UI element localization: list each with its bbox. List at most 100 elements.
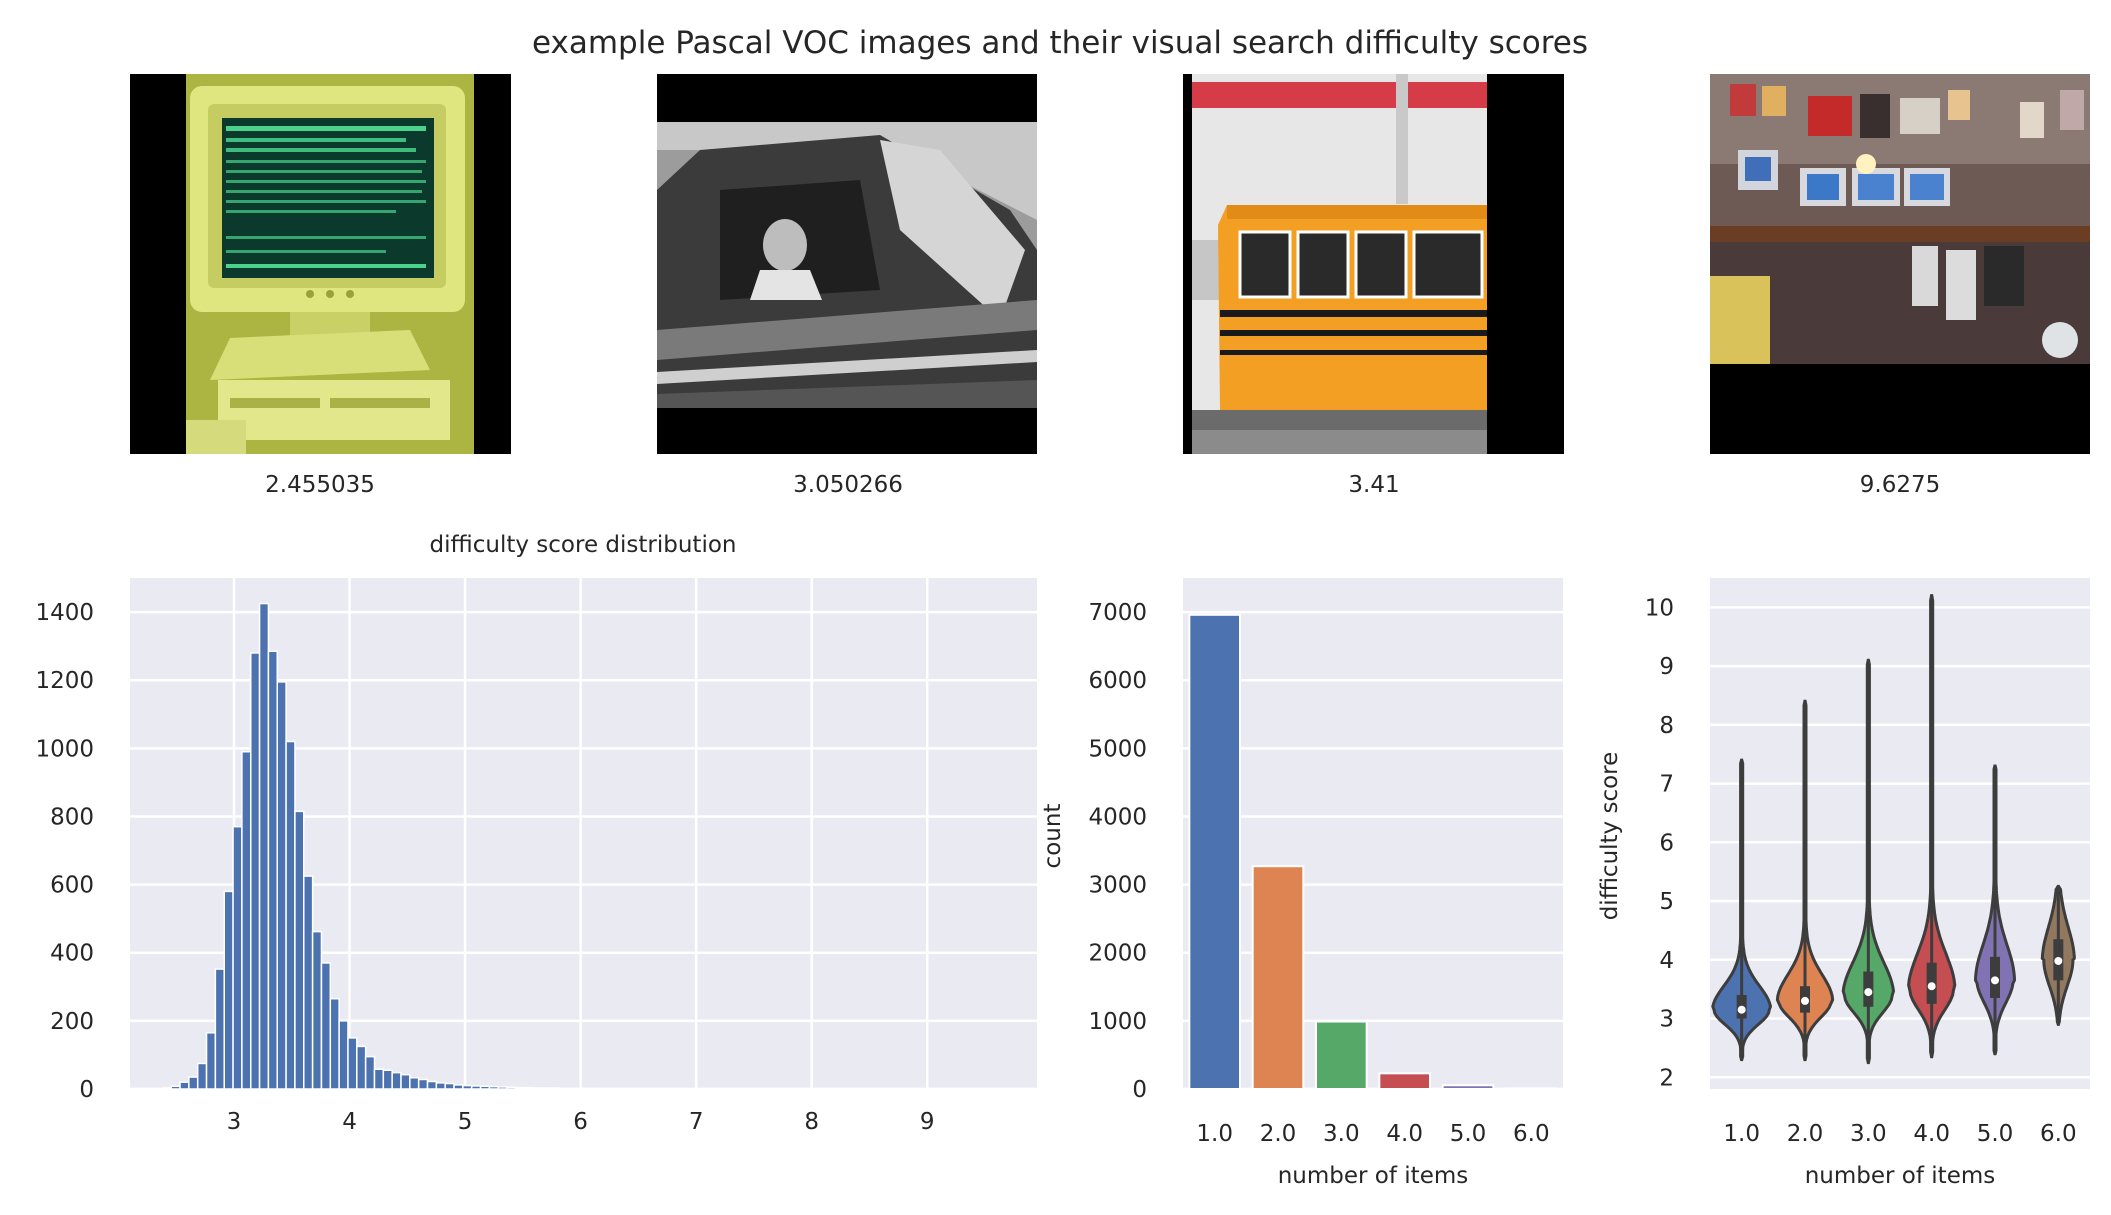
bar-x-tick-label: 4.0 <box>1386 1121 1423 1147</box>
violin-median-point <box>1991 976 1999 985</box>
bar-y-tick-label: 3000 <box>1088 873 1147 899</box>
histogram-bar <box>550 1087 561 1090</box>
image-panel-4 <box>1710 74 2090 454</box>
violin-y-tick-label: 7 <box>1659 772 1674 798</box>
histogram-bar <box>338 1020 349 1090</box>
histogram-bar <box>444 1082 455 1090</box>
histogram-bar <box>276 681 287 1090</box>
violin-median-point <box>1801 996 1809 1005</box>
histogram-y-tick-label: 800 <box>50 804 94 830</box>
histogram-bar <box>532 1087 544 1090</box>
computer-monitor-photo <box>186 74 474 454</box>
cluttered-room-photo <box>1710 74 2090 364</box>
violin-y-tick-label: 9 <box>1659 654 1674 680</box>
bar-y-tick-label: 7000 <box>1088 600 1147 626</box>
histogram-bar <box>205 1032 217 1090</box>
histogram-x-tick-label: 6 <box>573 1109 588 1135</box>
bar-y-tick-label: 5000 <box>1088 736 1147 762</box>
histogram-bar <box>294 810 305 1090</box>
histogram-y-tick-label: 200 <box>50 1009 94 1035</box>
histogram-bar <box>453 1084 464 1090</box>
histogram-bar <box>382 1069 393 1090</box>
bar-y-tick-label: 0 <box>1132 1077 1147 1103</box>
histogram-bar <box>347 1037 358 1090</box>
bar-x-axis-label: number of items <box>1278 1163 1469 1189</box>
histogram-bar <box>435 1082 446 1090</box>
histogram-bar <box>223 890 234 1090</box>
histogram-bar <box>594 1087 606 1090</box>
histogram-bar <box>214 968 225 1090</box>
bar-y-tick-label: 1000 <box>1088 1009 1147 1035</box>
violin-y-tick-label: 2 <box>1659 1065 1674 1091</box>
violin-y-tick-label: 5 <box>1659 889 1674 915</box>
histogram-bar <box>506 1086 517 1090</box>
histogram-y-tick-label: 0 <box>79 1077 94 1103</box>
violin-median-point <box>1864 988 1873 997</box>
violin-y-tick-label: 4 <box>1659 948 1674 974</box>
girl-in-car-photo <box>657 122 1037 408</box>
histogram-bar <box>400 1073 411 1090</box>
histogram-y-tick-label: 1400 <box>35 600 94 626</box>
bar-x-tick-label: 6.0 <box>1513 1121 1550 1147</box>
violin-plot-area <box>1710 578 2090 1089</box>
violin-x-tick-label: 4.0 <box>1913 1121 1950 1147</box>
bar-4-0 <box>1378 1072 1432 1091</box>
histogram-bar <box>285 740 296 1090</box>
violin-x-tick-label: 5.0 <box>1977 1121 2014 1147</box>
histogram-bar <box>311 930 323 1090</box>
histogram-bar <box>497 1086 508 1090</box>
violin-y-tick-label: 10 <box>1645 595 1674 621</box>
histogram-bar <box>409 1077 420 1090</box>
violin-median-point <box>2054 956 2063 965</box>
histogram-bar <box>559 1087 570 1090</box>
histogram-bar <box>188 1076 199 1090</box>
histogram-bar <box>267 650 279 1090</box>
histogram-bar <box>303 875 314 1090</box>
bar-y-tick-label: 4000 <box>1088 804 1147 830</box>
histogram-bar <box>258 602 270 1090</box>
histogram-bar <box>320 962 332 1090</box>
image-caption-4: 9.6275 <box>1860 472 1940 498</box>
image-panel-1 <box>130 74 511 454</box>
bar-y-tick-label: 2000 <box>1088 941 1147 967</box>
histogram-bar <box>426 1080 438 1090</box>
histogram-bar <box>515 1086 526 1090</box>
bar-plot-area <box>1183 578 1563 1089</box>
bar-x-tick-label: 1.0 <box>1196 1121 1233 1147</box>
image-caption-2: 3.050266 <box>793 472 903 498</box>
bar-3-0 <box>1315 1020 1368 1090</box>
bar-x-tick-label: 5.0 <box>1450 1121 1487 1147</box>
histogram-bar <box>568 1087 579 1090</box>
histogram-bar <box>364 1055 376 1090</box>
bar-x-tick-label: 3.0 <box>1323 1121 1360 1147</box>
violin-median-point <box>1737 1005 1746 1014</box>
image-panel-3 <box>1183 74 1564 454</box>
histogram-y-tick-label: 1000 <box>35 736 94 762</box>
histogram-y-tick-label: 1200 <box>35 668 94 694</box>
histogram-bar <box>170 1085 181 1090</box>
histogram-bar <box>241 750 252 1090</box>
violin-y-tick-label: 8 <box>1659 713 1674 739</box>
histogram-bar <box>417 1078 429 1090</box>
bar-1-0 <box>1188 613 1242 1090</box>
histogram-x-tick-label: 4 <box>342 1109 357 1135</box>
histogram-x-tick-label: 9 <box>920 1109 935 1135</box>
violin-x-tick-label: 1.0 <box>1723 1121 1760 1147</box>
image-caption-1: 2.455035 <box>265 472 375 498</box>
histogram-y-tick-label: 400 <box>50 941 94 967</box>
histogram-bar <box>523 1086 535 1090</box>
histogram-bar <box>391 1071 402 1090</box>
image-caption-3: 3.41 <box>1348 472 1399 498</box>
histogram-title: difficulty score distribution <box>430 532 737 558</box>
violin-y-tick-label: 6 <box>1659 830 1674 856</box>
histogram-bar <box>470 1085 482 1090</box>
histogram-y-tick-label: 600 <box>50 873 94 899</box>
school-bus-photo <box>1192 74 1487 454</box>
histogram-bar <box>462 1084 473 1090</box>
violin-x-tick-label: 3.0 <box>1850 1121 1887 1147</box>
bar-5-0 <box>1441 1084 1495 1091</box>
histogram-bar <box>329 997 340 1090</box>
histogram-x-tick-label: 5 <box>458 1109 473 1135</box>
histogram-bar <box>585 1087 597 1090</box>
